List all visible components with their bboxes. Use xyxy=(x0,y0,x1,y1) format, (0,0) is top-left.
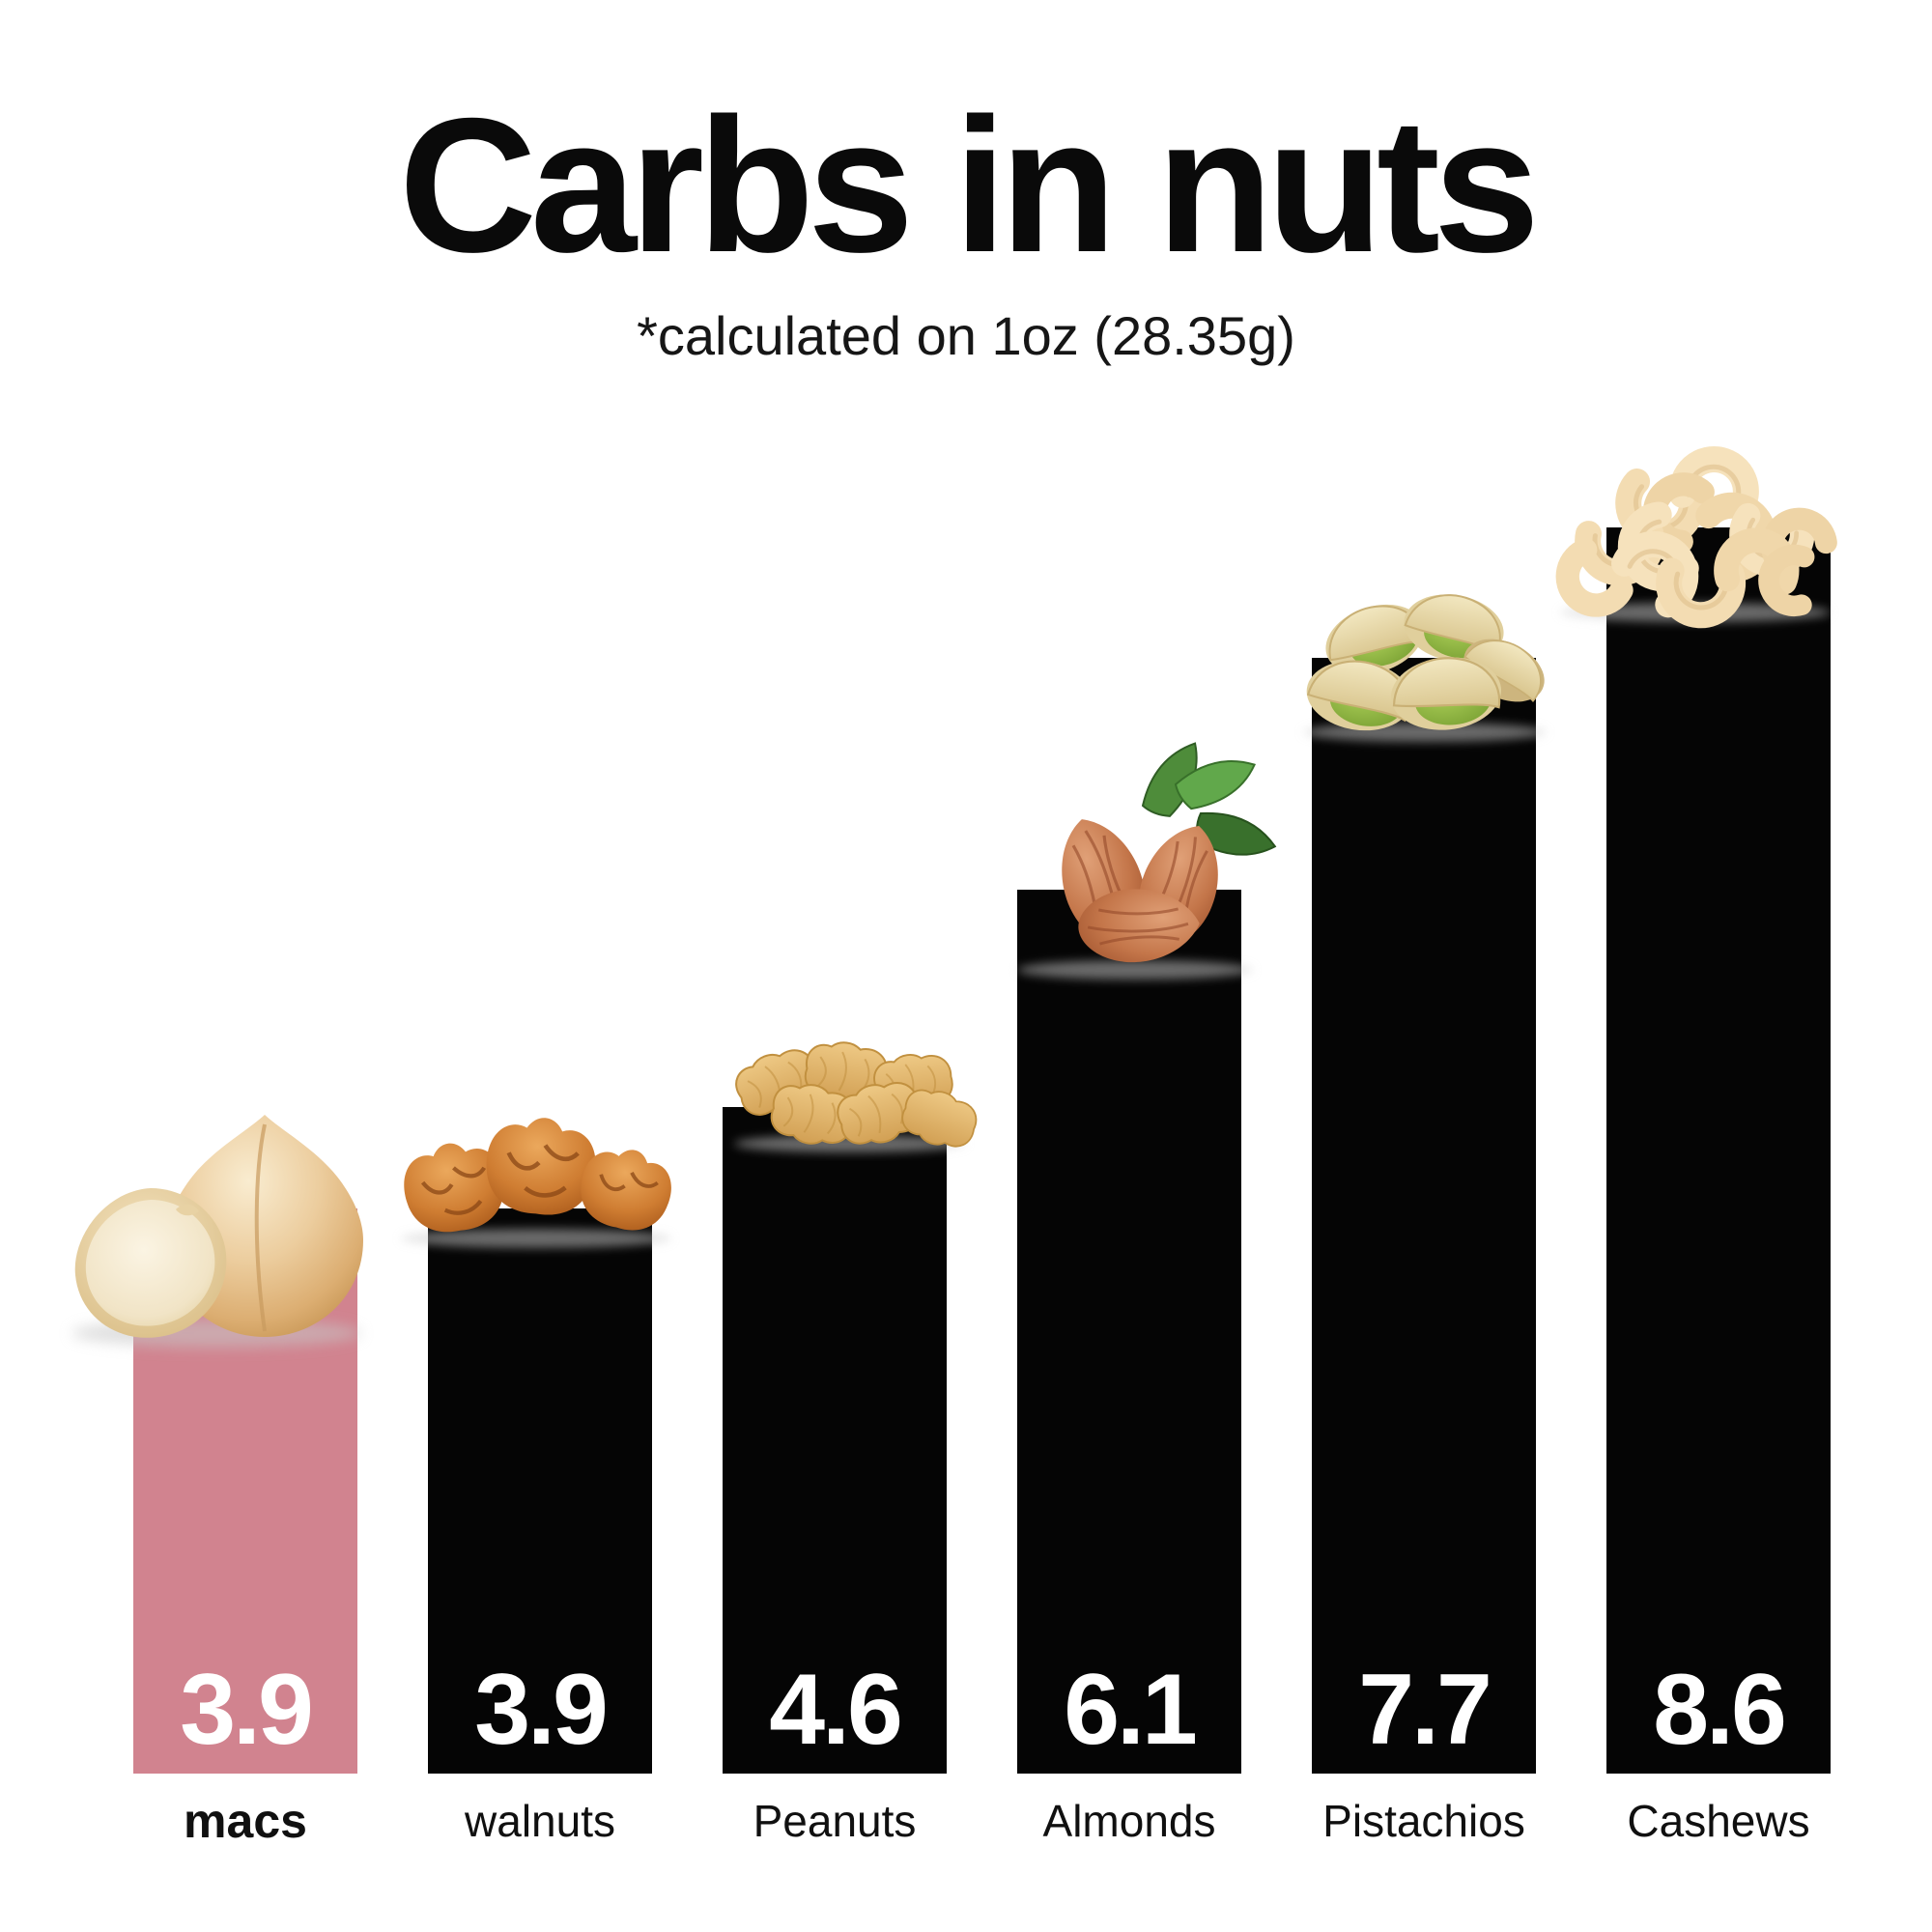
chart-title: Carbs in nuts xyxy=(398,78,1540,292)
bar-value-walnuts: 3.9 xyxy=(474,1654,609,1766)
bar-almonds: 6.1 xyxy=(1017,890,1241,1774)
bar-peanuts: 4.6 xyxy=(723,1107,947,1774)
bar-label-macs: macs xyxy=(184,1794,307,1848)
pistachio-icon xyxy=(1303,594,1547,742)
bar-value-peanuts: 4.6 xyxy=(769,1654,903,1766)
bar-label-peanuts: Peanuts xyxy=(753,1796,917,1846)
walnut-icon xyxy=(401,1118,671,1248)
bar-cashews: 8.6 xyxy=(1606,527,1831,1774)
bar-value-macs: 3.9 xyxy=(180,1654,314,1766)
bar-pistachios: 7.7 xyxy=(1312,658,1536,1774)
bar-value-almonds: 6.1 xyxy=(1064,1654,1198,1766)
almond-icon xyxy=(1017,742,1277,980)
bar-label-pistachios: Pistachios xyxy=(1322,1796,1525,1846)
cashew-icon xyxy=(1555,446,1837,629)
macadamia-icon xyxy=(71,1115,363,1348)
bar-label-cashews: Cashews xyxy=(1627,1796,1810,1846)
bar-value-cashews: 8.6 xyxy=(1653,1654,1787,1766)
chart-subtitle: *calculated on 1oz (28.35g) xyxy=(637,305,1295,366)
bar-value-pistachios: 7.7 xyxy=(1358,1654,1492,1766)
bar-label-walnuts: walnuts xyxy=(465,1796,615,1846)
peanut-icon xyxy=(734,1041,978,1152)
bar-label-almonds: Almonds xyxy=(1042,1796,1216,1846)
bar-walnuts: 3.9 xyxy=(428,1208,652,1774)
